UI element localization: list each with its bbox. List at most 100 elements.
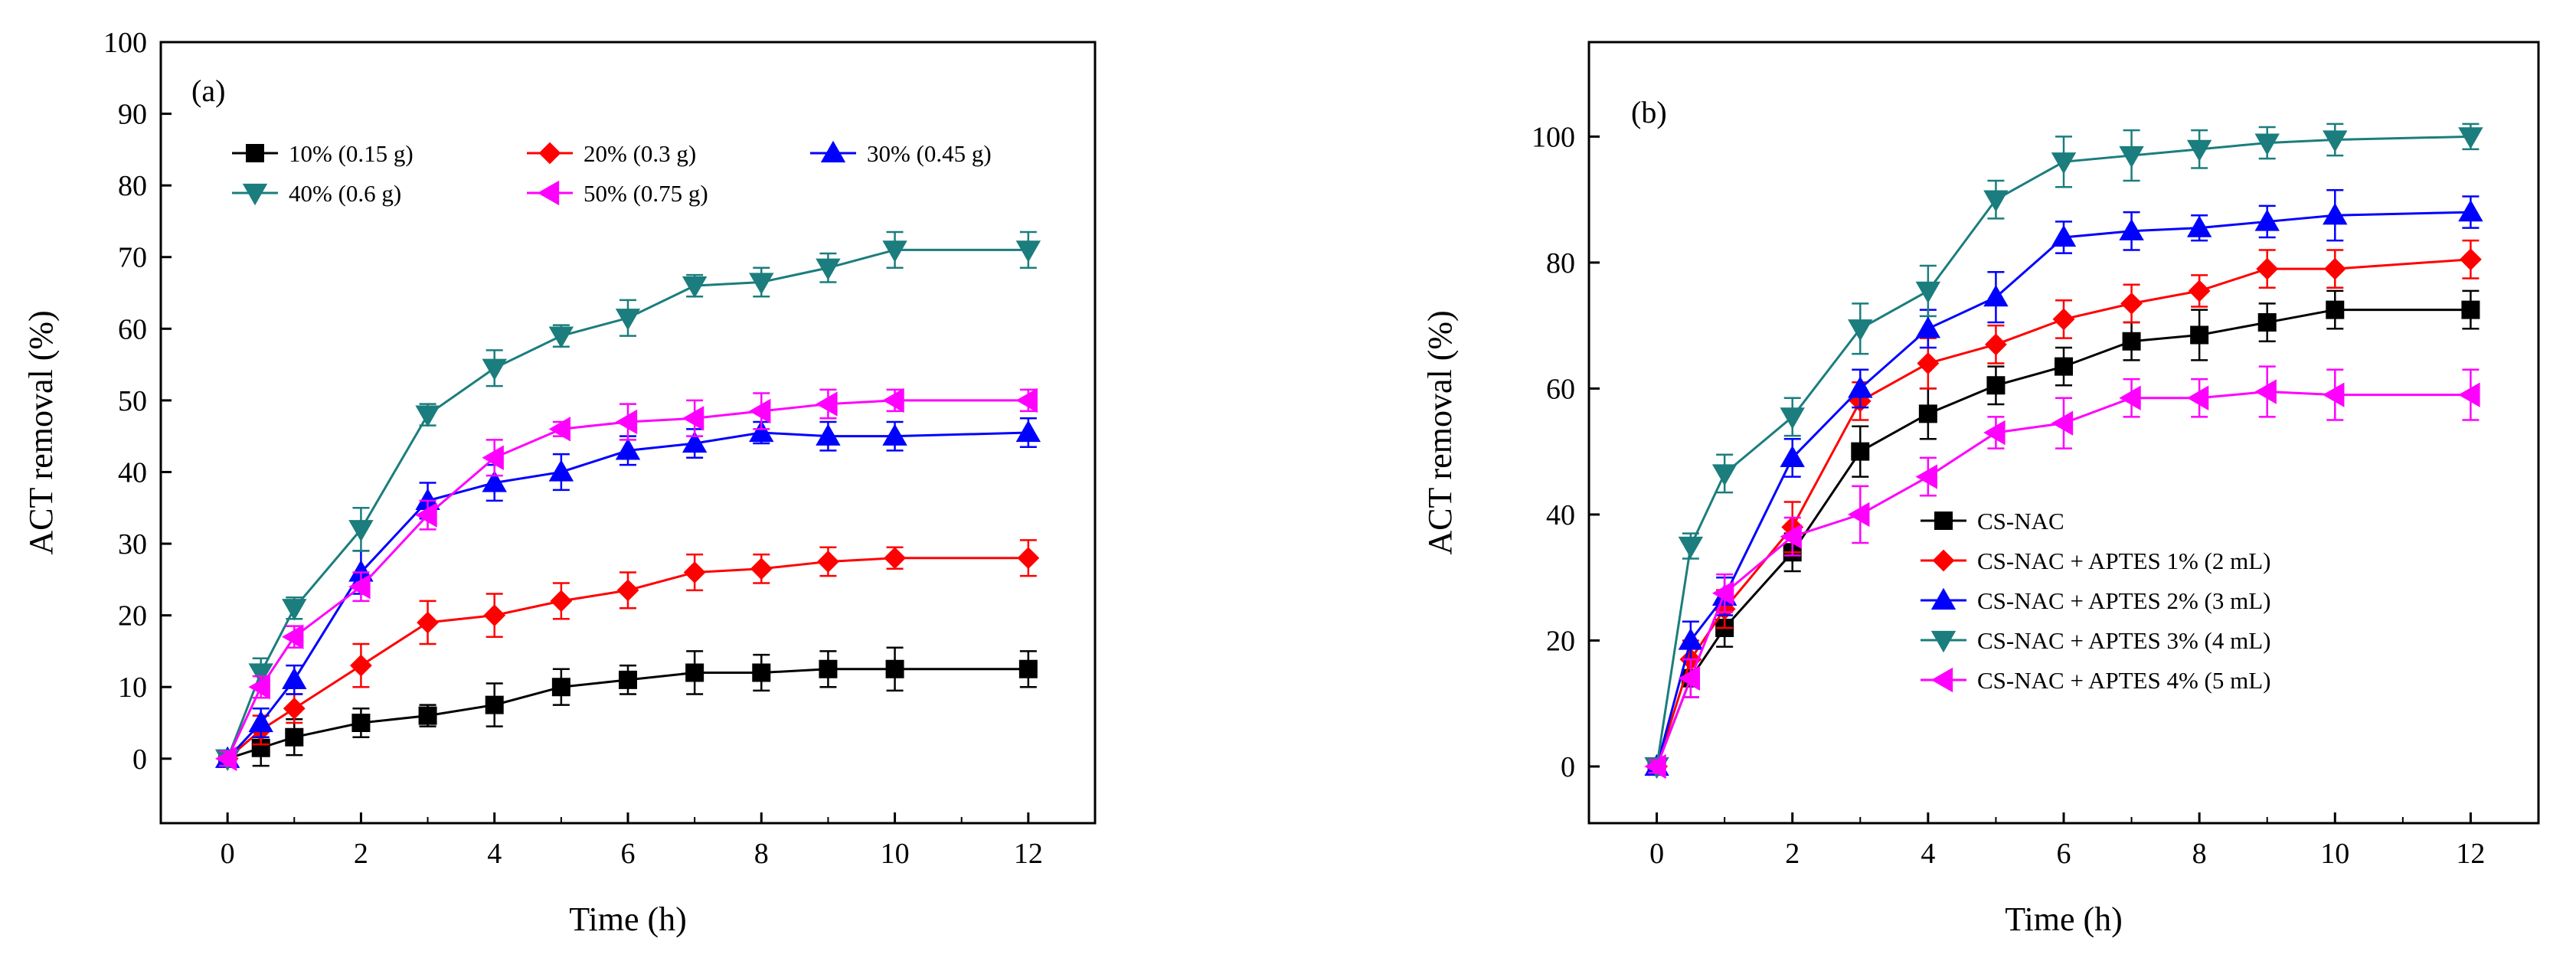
legend-item: CS-NAC + APTES 4% (5 mL) xyxy=(1921,667,2270,694)
data-point xyxy=(2051,224,2077,247)
data-point xyxy=(816,423,841,446)
legend-item: CS-NAC + APTES 3% (4 mL) xyxy=(1921,627,2270,654)
data-point xyxy=(2119,385,2141,410)
legend: 10% (0.15 g) 20% (0.3 g) 30% (0.45 g) 40% (… xyxy=(232,140,992,207)
data-point xyxy=(2256,257,2279,280)
data-point xyxy=(885,659,904,678)
y-tick-label: 0 xyxy=(1561,751,1575,783)
data-point xyxy=(351,713,371,732)
data-point xyxy=(1015,420,1041,443)
y-tick-label: 80 xyxy=(1546,247,1575,279)
data-point xyxy=(819,659,838,678)
data-point xyxy=(285,727,304,747)
legend-marker xyxy=(820,140,846,163)
y-tick-label: 10 xyxy=(118,672,147,704)
data-point xyxy=(548,459,574,482)
data-point xyxy=(1985,333,2007,356)
data-point xyxy=(619,670,637,689)
data-point xyxy=(214,746,237,771)
data-point xyxy=(482,470,507,492)
data-point xyxy=(1848,319,1873,342)
legend-marker xyxy=(537,180,560,206)
y-tick-label: 70 xyxy=(118,242,147,274)
legend-item: CS-NAC xyxy=(1921,508,2064,534)
y-axis-label: ACT removal (%) xyxy=(22,310,60,554)
data-point xyxy=(1986,376,2006,395)
data-point xyxy=(882,423,907,446)
data-point xyxy=(1851,442,1870,461)
data-point xyxy=(418,706,437,725)
data-point xyxy=(2055,357,2073,376)
data-point xyxy=(1915,281,1941,304)
data-point xyxy=(1678,536,1704,559)
data-point xyxy=(1917,352,1940,374)
data-point xyxy=(2323,203,2348,225)
data-point xyxy=(882,387,904,413)
y-tick-label: 20 xyxy=(118,600,147,632)
data-point xyxy=(2122,332,2141,351)
legend-marker xyxy=(1930,667,1953,693)
series-4 xyxy=(214,230,1041,771)
data-point xyxy=(415,405,440,427)
legend-label: 20% (0.3 g) xyxy=(584,140,696,167)
data-point xyxy=(282,624,304,649)
data-point xyxy=(2119,218,2144,240)
data-point xyxy=(1018,659,1038,678)
y-tick-label: 0 xyxy=(132,744,147,776)
y-tick-label: 40 xyxy=(1546,499,1575,531)
legend-marker xyxy=(242,183,268,206)
x-tick-label: 2 xyxy=(354,838,368,870)
data-point xyxy=(551,678,570,697)
data-point xyxy=(283,697,306,720)
panel-b-chart: 0 2 4 6 8 10 12 0 20 40 60 80 100 Time (h) ACT removal… xyxy=(1421,41,2540,938)
data-point xyxy=(682,430,708,453)
x-tick-label: 8 xyxy=(2192,838,2207,870)
data-point xyxy=(615,438,641,460)
data-point xyxy=(350,654,372,677)
legend-item: 50% (0.75 g) xyxy=(527,180,708,207)
data-point xyxy=(2257,313,2277,332)
x-tick-label: 6 xyxy=(2057,838,2071,870)
data-point xyxy=(2051,152,2077,175)
data-point xyxy=(1678,628,1704,650)
y-tick-label: 20 xyxy=(1546,625,1575,657)
data-point xyxy=(2323,382,2345,407)
series-1 xyxy=(218,646,1038,768)
data-point xyxy=(682,406,704,431)
x-axis-label: Time (h) xyxy=(569,900,687,938)
y-tick-label: 60 xyxy=(118,313,147,345)
legend-label: CS-NAC + APTES 2% (3 mL) xyxy=(1977,587,2270,614)
data-point xyxy=(750,557,773,580)
data-point xyxy=(1848,502,1870,528)
data-point xyxy=(348,574,371,600)
legend-label: 40% (0.6 g) xyxy=(289,180,401,207)
data-point xyxy=(615,409,638,435)
data-point xyxy=(1015,387,1038,413)
legend-marker xyxy=(1932,549,1955,572)
data-point xyxy=(2120,292,2143,315)
legend-item: 10% (0.15 g) xyxy=(232,140,414,167)
x-tick-label: 0 xyxy=(1649,838,1664,870)
y-tick-label: 30 xyxy=(118,528,147,561)
data-point xyxy=(2323,257,2346,280)
data-point xyxy=(348,520,374,542)
data-point xyxy=(1983,190,2009,212)
data-point xyxy=(482,358,507,381)
legend: CS-NAC CS-NAC + APTES 1% (2 mL) CS-NAC + A… xyxy=(1921,508,2270,694)
data-point xyxy=(282,599,307,621)
data-point xyxy=(1983,420,2006,446)
data-point xyxy=(816,391,838,417)
data-point xyxy=(550,590,573,613)
data-point xyxy=(2186,139,2212,162)
data-point xyxy=(1983,284,2009,307)
data-point xyxy=(749,420,774,443)
legend-item: 20% (0.3 g) xyxy=(527,140,696,167)
y-tick-label: 60 xyxy=(1546,373,1575,405)
legend-marker xyxy=(246,144,264,162)
data-point xyxy=(2458,199,2483,222)
data-point xyxy=(749,273,774,295)
data-point xyxy=(2461,300,2480,319)
legend-label: 50% (0.75 g) xyxy=(584,180,708,207)
data-point xyxy=(1915,316,1941,338)
